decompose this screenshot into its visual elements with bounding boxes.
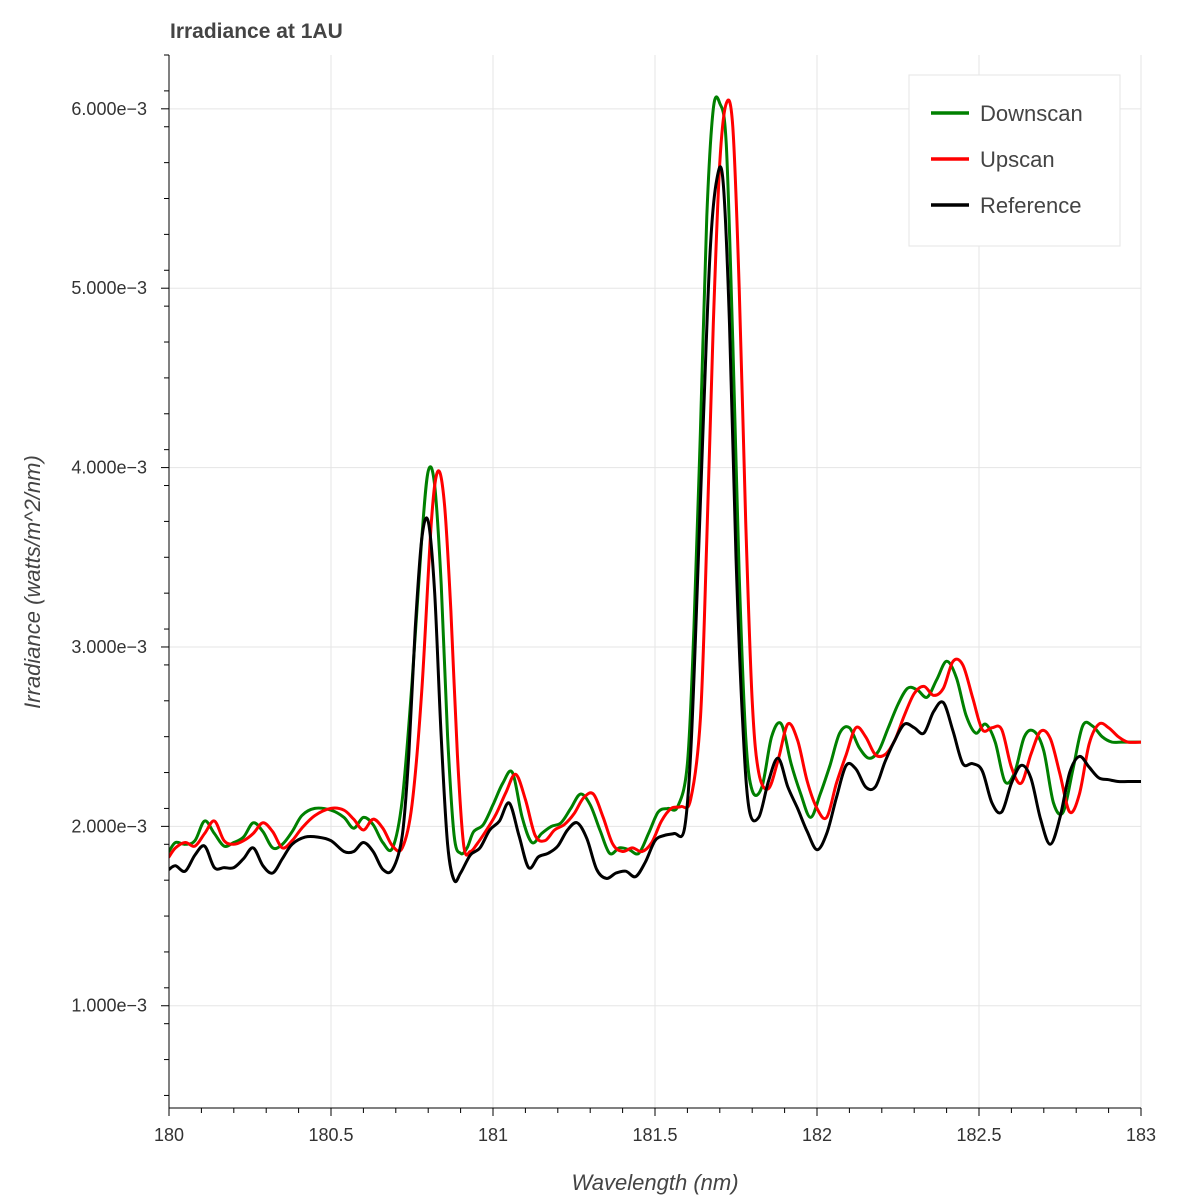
chart-title: Irradiance at 1AU bbox=[170, 20, 343, 43]
y-tick-label: 1.000e−3 bbox=[71, 996, 147, 1016]
legend-label-downscan: Downscan bbox=[980, 101, 1083, 126]
x-tick-label: 180.5 bbox=[308, 1125, 353, 1145]
x-tick-label: 180 bbox=[154, 1125, 184, 1145]
x-tick-label: 183 bbox=[1126, 1125, 1156, 1145]
y-axis-ticks: 1.000e−3 2.000e−3 3.000e−3 4.000e−3 5.000e−3… bbox=[71, 54, 169, 1096]
y-axis-label: Irradiance (watts/m^2/nm) bbox=[20, 455, 45, 709]
x-tick-label: 181.5 bbox=[632, 1125, 677, 1145]
series-lines bbox=[169, 95, 1141, 884]
y-tick-label: 5.000e−3 bbox=[71, 278, 147, 298]
legend: Downscan Upscan Reference bbox=[908, 74, 1121, 247]
series-line-reference bbox=[169, 165, 1141, 884]
y-tick-label: 2.000e−3 bbox=[71, 816, 147, 836]
x-tick-label: 182.5 bbox=[956, 1125, 1001, 1145]
x-axis-label: Wavelength (nm) bbox=[571, 1170, 738, 1195]
x-tick-label: 181 bbox=[478, 1125, 508, 1145]
x-axis-ticks: 180 180.5 181 181.5 182 182.5 183 bbox=[154, 1108, 1156, 1145]
legend-label-reference: Reference bbox=[980, 193, 1082, 218]
y-tick-label: 4.000e−3 bbox=[71, 458, 147, 478]
y-tick-label: 3.000e−3 bbox=[71, 637, 147, 657]
legend-label-upscan: Upscan bbox=[980, 147, 1055, 172]
y-tick-label: 6.000e−3 bbox=[71, 99, 147, 119]
series-line-upscan bbox=[169, 98, 1141, 859]
x-tick-label: 182 bbox=[802, 1125, 832, 1145]
